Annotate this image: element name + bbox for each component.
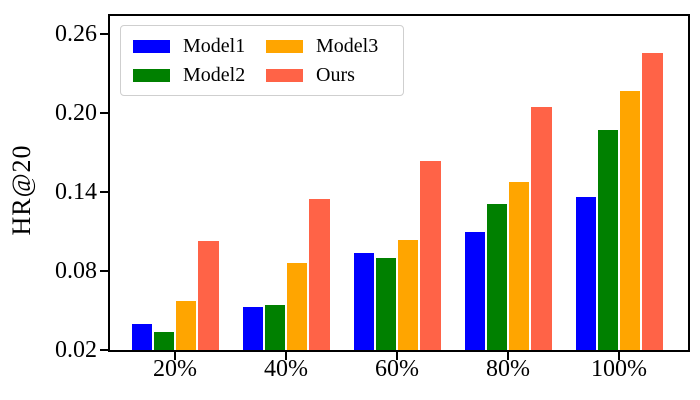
bar-model1-20% [131,323,153,350]
bar-group [464,16,552,350]
legend-item-model3: Model3 [266,35,391,57]
bar-model1-40% [242,306,264,350]
bar-group [131,16,219,350]
bar-group [353,16,441,350]
y-tick [100,112,108,115]
bar-ours-80% [530,106,552,350]
legend-label: Model2 [183,64,246,86]
y-tick-label: 0.02 [55,337,97,363]
x-tick [396,352,398,360]
x-tick-label: 100% [591,356,647,382]
plot-area: Model1 Model3 Model2 Ours 0.02 0.08 0.14 0.20 0… [55,14,690,382]
legend-item-model2: Model2 [133,64,258,86]
x-tick-label: 40% [264,356,308,382]
y-tick [100,33,108,36]
bar-model2-80% [486,204,508,350]
bar-model3-40% [286,263,308,350]
y-tick-label: 0.14 [55,179,97,206]
y-tick [100,191,108,194]
legend-item-model1: Model1 [133,35,258,57]
x-tick-label: 60% [375,356,419,382]
legend-label: Model3 [316,35,379,57]
x-tick [285,352,287,360]
bar-ours-20% [197,240,219,350]
y-tick-label: 0.08 [55,258,97,285]
x-tick [174,352,176,360]
bar-model3-20% [175,301,197,350]
bar-model2-100% [597,130,619,350]
bar-model2-40% [264,305,286,350]
legend-item-ours: Ours [266,64,391,86]
bar-group [575,16,663,350]
legend-swatch-model3 [266,39,303,53]
y-tick [100,270,108,273]
legend-swatch-model1 [133,39,170,53]
x-tick [507,352,509,360]
bar-model3-80% [508,181,530,350]
x-tick [618,352,620,360]
bar-model1-100% [575,197,597,350]
legend-label: Model1 [183,35,246,57]
bar-model1-80% [464,231,486,350]
x-tick-label: 20% [153,356,197,382]
legend: Model1 Model3 Model2 Ours [120,25,404,96]
bar-ours-60% [419,160,441,350]
bar-ours-40% [308,198,330,350]
bar-model3-60% [397,239,419,350]
x-tick-label: 80% [486,356,530,382]
bar-model1-60% [353,252,375,350]
y-tick-label: 0.20 [55,100,97,127]
bar-model3-100% [619,90,641,350]
bar-group [242,16,330,350]
y-tick [100,349,108,351]
bar-ours-100% [641,52,663,350]
legend-label: Ours [316,64,355,86]
bar-model2-20% [153,331,175,350]
bar-model2-60% [375,257,397,350]
y-tick-label: 0.26 [55,21,97,48]
legend-swatch-model2 [133,68,170,82]
legend-swatch-ours [266,68,303,82]
